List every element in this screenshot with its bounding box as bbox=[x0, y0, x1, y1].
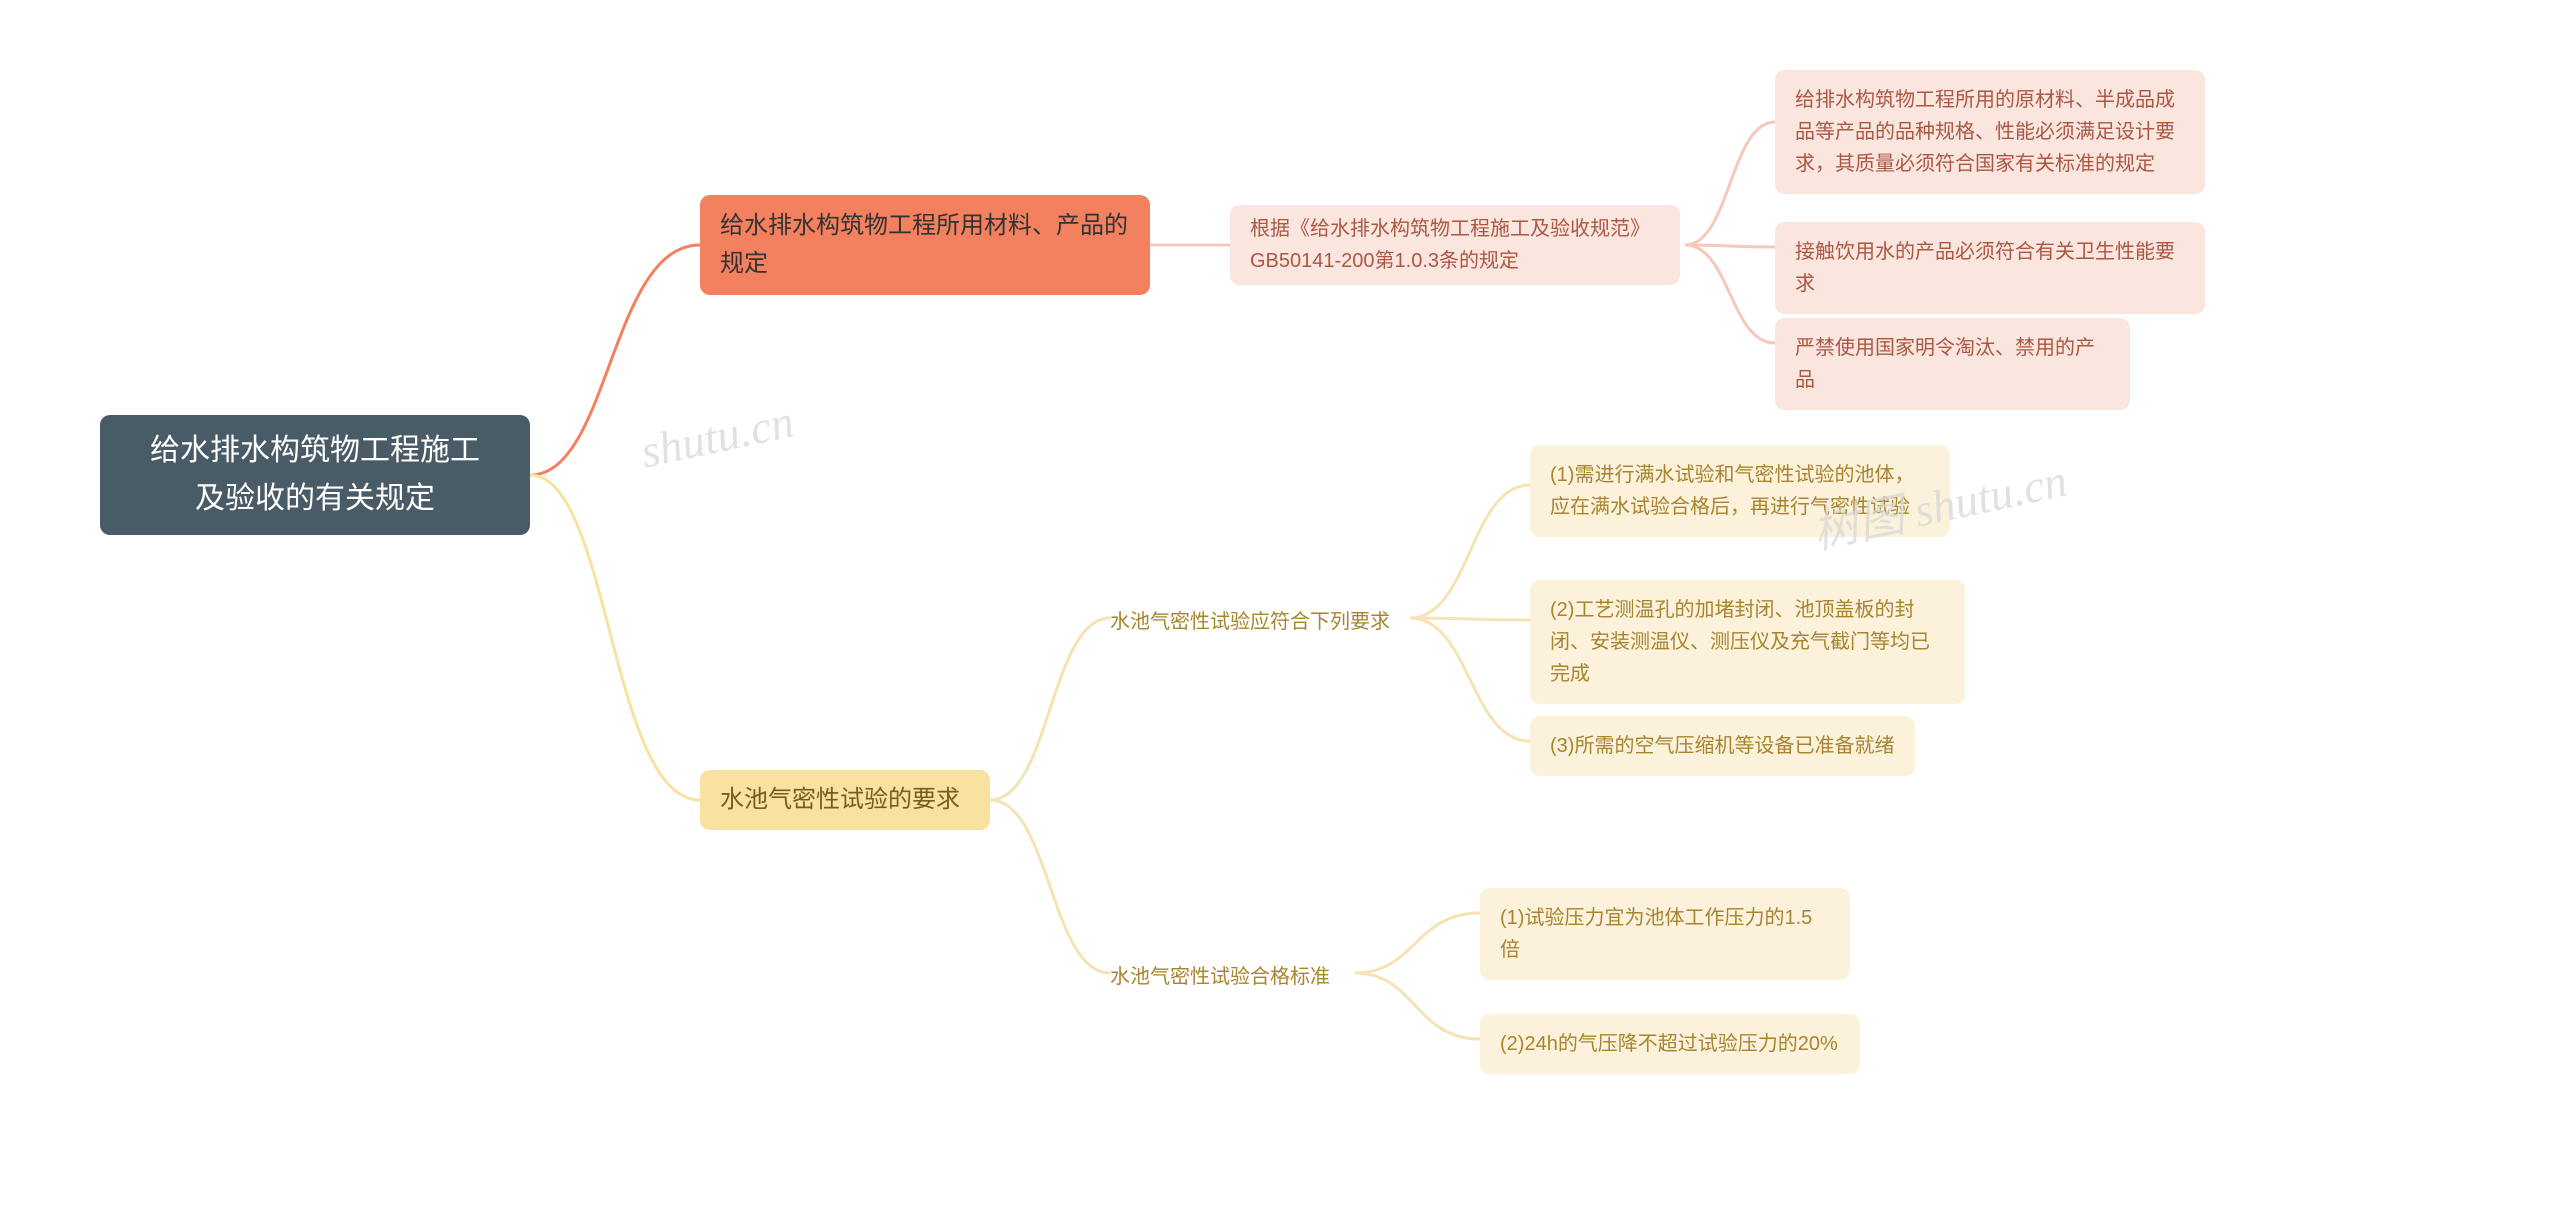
branch2-node: 水池气密性试验的要求 bbox=[700, 770, 990, 830]
branch2-label: 水池气密性试验的要求 bbox=[720, 781, 960, 819]
branch1-leaf-1: 接触饮用水的产品必须符合有关卫生性能要求 bbox=[1775, 222, 2205, 314]
branch1-leaf-0: 给排水构筑物工程所用的原材料、半成品成品等产品的品种规格、性能必须满足设计要求，… bbox=[1775, 70, 2205, 194]
leaf-label: (2)工艺测温孔的加堵封闭、池顶盖板的封闭、安装测温仪、测压仪及充气截门等均已完… bbox=[1550, 594, 1945, 690]
branch2-sub1-leaf-0: (1)试验压力宜为池体工作压力的1.5倍 bbox=[1480, 888, 1850, 980]
branch1-label: 给水排水构筑物工程所用材料、产品的规定 bbox=[720, 207, 1130, 284]
branch1-child-node: 根据《给水排水构筑物工程施工及验收规范》GB50141-200第1.0.3条的规… bbox=[1230, 205, 1680, 285]
branch2-sub-1: 水池气密性试验合格标准 bbox=[1110, 960, 1330, 989]
branch1-leaf-2: 严禁使用国家明令淘汰、禁用的产品 bbox=[1775, 318, 2130, 410]
branch2-sub0-leaf-1: (2)工艺测温孔的加堵封闭、池顶盖板的封闭、安装测温仪、测压仪及充气截门等均已完… bbox=[1530, 580, 1965, 704]
branch2-sub1-leaf-1: (2)24h的气压降不超过试验压力的20% bbox=[1480, 1014, 1860, 1074]
root-node: 给水排水构筑物工程施工及验收的有关规定 bbox=[100, 415, 530, 535]
branch2-sub-0: 水池气密性试验应符合下列要求 bbox=[1110, 605, 1390, 634]
sub-label: 水池气密性试验合格标准 bbox=[1110, 966, 1330, 988]
root-label: 给水排水构筑物工程施工及验收的有关规定 bbox=[150, 427, 480, 523]
leaf-label: (1)试验压力宜为池体工作压力的1.5倍 bbox=[1500, 902, 1830, 966]
branch2-sub0-leaf-2: (3)所需的空气压缩机等设备已准备就绪 bbox=[1530, 716, 1915, 776]
leaf-label: 给排水构筑物工程所用的原材料、半成品成品等产品的品种规格、性能必须满足设计要求，… bbox=[1795, 84, 2185, 180]
branch2-sub0-leaf-0: (1)需进行满水试验和气密性试验的池体，应在满水试验合格后，再进行气密性试验 bbox=[1530, 445, 1950, 537]
watermark-0: shutu.cn bbox=[636, 395, 798, 479]
branch1-child-label: 根据《给水排水构筑物工程施工及验收规范》GB50141-200第1.0.3条的规… bbox=[1250, 213, 1660, 277]
leaf-label: 接触饮用水的产品必须符合有关卫生性能要求 bbox=[1795, 236, 2185, 300]
leaf-label: 严禁使用国家明令淘汰、禁用的产品 bbox=[1795, 332, 2110, 396]
leaf-label: (3)所需的空气压缩机等设备已准备就绪 bbox=[1550, 730, 1894, 762]
branch1-node: 给水排水构筑物工程所用材料、产品的规定 bbox=[700, 195, 1150, 295]
leaf-label: (1)需进行满水试验和气密性试验的池体，应在满水试验合格后，再进行气密性试验 bbox=[1550, 459, 1930, 523]
leaf-label: (2)24h的气压降不超过试验压力的20% bbox=[1500, 1028, 1838, 1060]
sub-label: 水池气密性试验应符合下列要求 bbox=[1110, 611, 1390, 633]
